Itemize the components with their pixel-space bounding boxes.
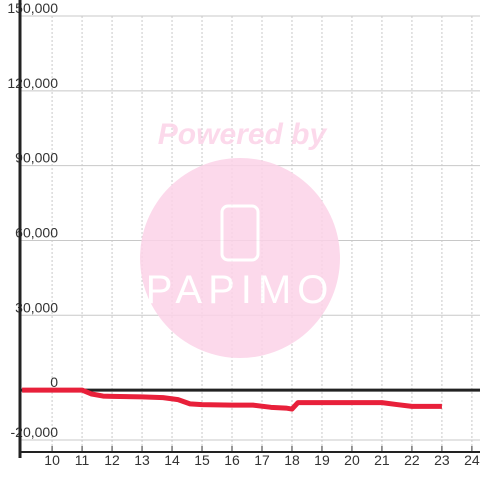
x-tick-label: 16 [224, 452, 240, 468]
x-tick-label: 19 [314, 452, 330, 468]
y-tick-label: 150,000 [7, 0, 58, 16]
x-tick-label: 11 [75, 452, 90, 468]
x-tick-label: 12 [104, 452, 120, 468]
x-tick-label: 21 [374, 452, 390, 468]
line-series [22, 387, 442, 412]
y-tick-label: 60,000 [15, 224, 58, 240]
x-tick-label: 10 [44, 452, 60, 468]
x-tick-label: 23 [434, 452, 450, 468]
x-tick-label: 24 [464, 452, 480, 468]
watermark-circle [140, 158, 340, 358]
x-tick-label: 14 [164, 452, 180, 468]
watermark-text: Powered by [158, 118, 328, 151]
y-tick-label: 30,000 [15, 299, 58, 315]
y-tick-label: 0 [50, 374, 58, 390]
y-tick-label: 120,000 [7, 75, 58, 91]
plot: -20,000 0 30,000 60,000 90,000 120,000 150,000… [7, 0, 480, 468]
x-tick-label: 20 [344, 452, 360, 468]
watermark-icon [220, 204, 260, 262]
x-tick-label: 13 [134, 452, 150, 468]
watermark: Powered by PAPIMO [140, 118, 340, 358]
x-tick-label: 22 [404, 452, 420, 468]
x-tick-label: 18 [284, 452, 300, 468]
x-tick-label: 17 [254, 452, 270, 468]
x-tick-label: 15 [194, 452, 210, 468]
y-tick-label: -20,000 [11, 424, 59, 440]
watermark-logo: PAPIMO [146, 268, 335, 312]
y-tick-label: 90,000 [15, 150, 58, 166]
